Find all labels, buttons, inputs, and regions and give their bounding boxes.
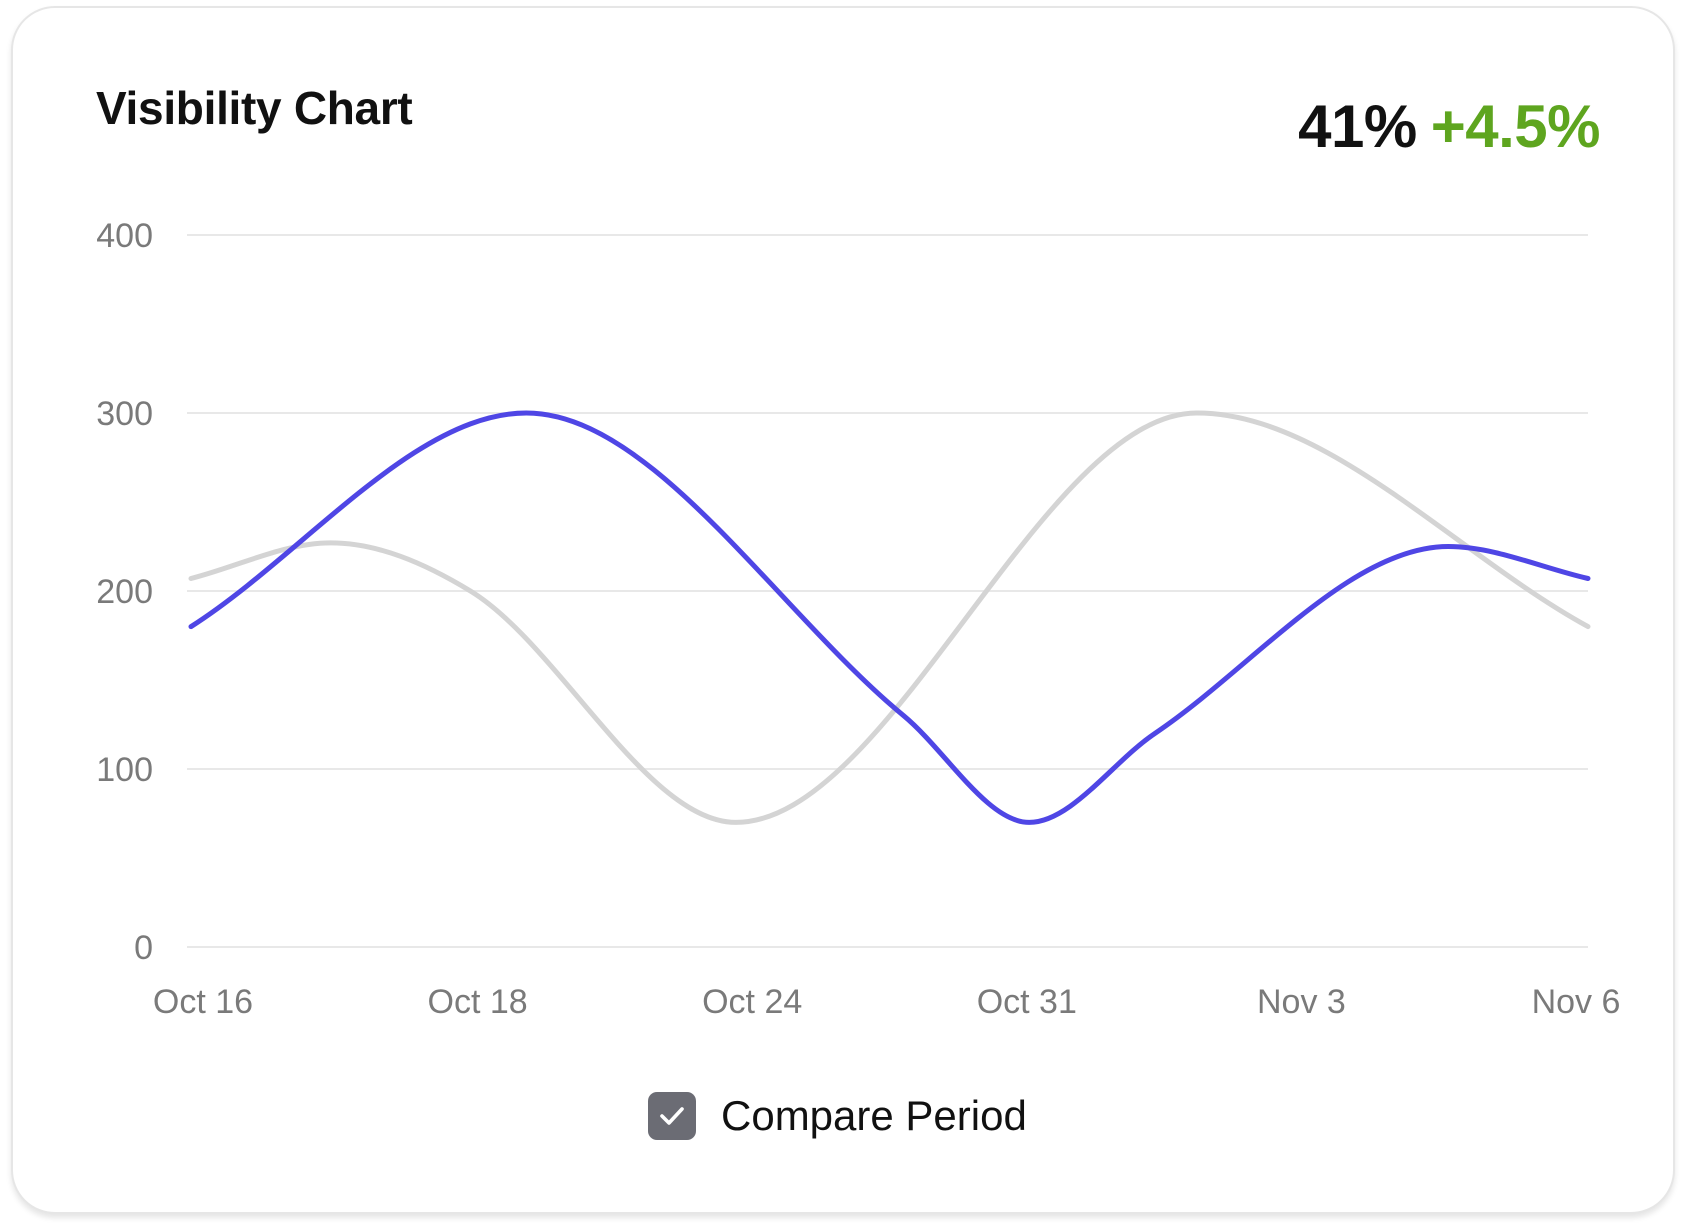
metric-summary: 41% +4.5% — [1298, 94, 1600, 160]
x-tick-label: Nov 6 — [1532, 983, 1621, 1021]
compare-period-checkbox[interactable] — [648, 1092, 696, 1140]
check-icon — [660, 1107, 684, 1125]
grid-lines — [187, 234, 1588, 948]
current-period-line — [188, 410, 1591, 825]
y-tick-label-0: 0 — [134, 929, 153, 967]
chart-series — [188, 410, 1591, 825]
metric-value: 41% — [1298, 93, 1417, 160]
x-tick-label: Oct 31 — [977, 983, 1077, 1021]
visibility-chart-card: Visibility Chart 41% +4.5% — [11, 6, 1675, 1214]
x-tick-label: Oct 18 — [428, 983, 528, 1021]
x-axis-ticks: Oct 16 Oct 18 Oct 24 Oct 31 Nov 3 Nov 6 — [153, 983, 1621, 1021]
x-tick-label: Oct 24 — [702, 983, 802, 1021]
x-tick-label: Nov 3 — [1257, 983, 1346, 1021]
y-tick-label-100: 100 — [96, 751, 153, 789]
metric-change: +4.5% — [1430, 93, 1601, 160]
x-tick-label: Oct 16 — [153, 983, 253, 1021]
y-tick-label-200: 200 — [96, 573, 153, 611]
compare-period-line — [188, 410, 1591, 825]
y-tick-label-300: 300 — [96, 395, 153, 433]
compare-period-toggle[interactable]: Compare Period — [648, 1092, 1027, 1140]
chart-title: Visibility Chart — [96, 82, 413, 134]
y-tick-label-400: 400 — [96, 217, 153, 255]
y-axis-ticks: 0 100 200 300 400 — [96, 217, 153, 967]
compare-period-label: Compare Period — [721, 1092, 1027, 1139]
